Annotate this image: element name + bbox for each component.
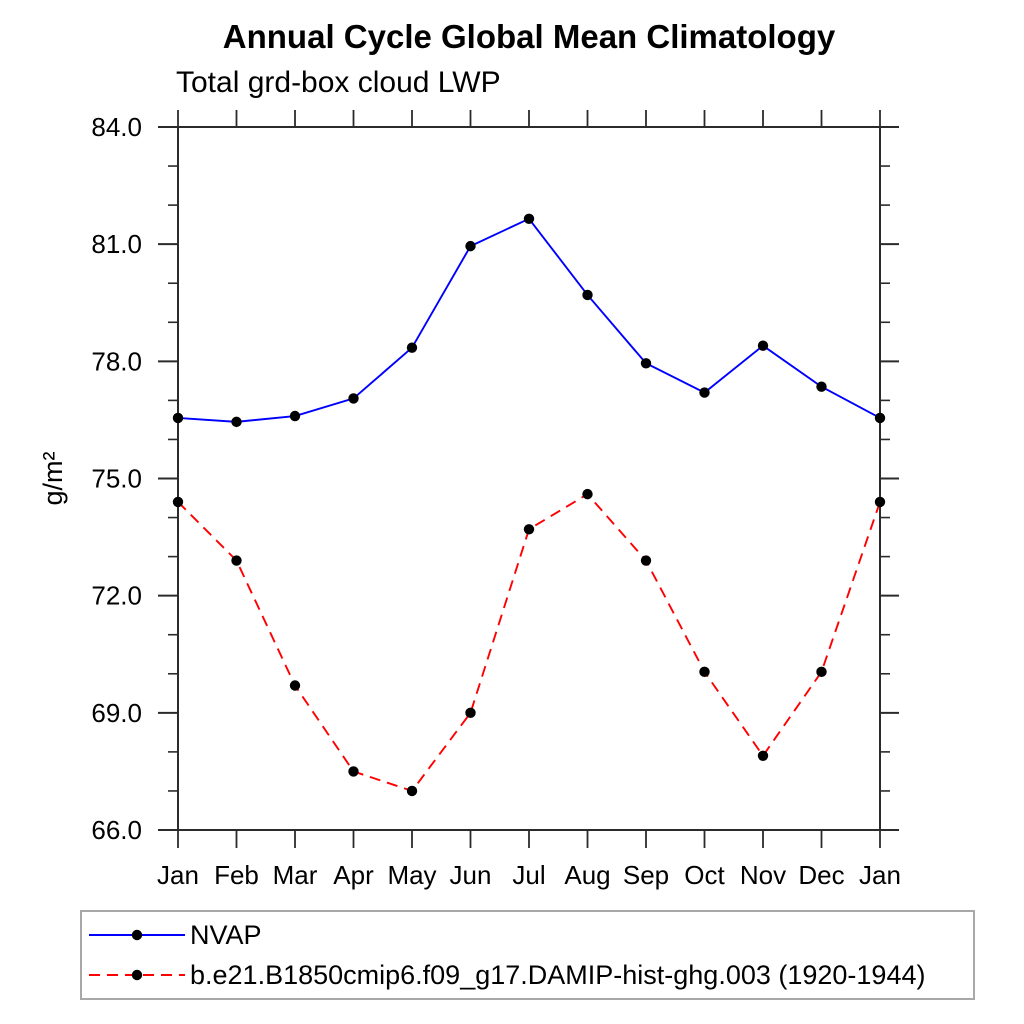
x-tick-label: Feb bbox=[214, 860, 259, 890]
x-tick-label: Jul bbox=[512, 860, 545, 890]
legend-label-model: b.e21.B1850cmip6.f09_g17.DAMIP-hist-ghg.… bbox=[190, 959, 926, 990]
series-line-solid bbox=[177, 217, 881, 423]
x-tick-label: Jan bbox=[859, 860, 901, 890]
legend-label-nvap: NVAP bbox=[190, 919, 262, 950]
data-point-marker bbox=[582, 488, 593, 500]
y-tick-label: 78.0 bbox=[91, 346, 142, 376]
legend-row-nvap: NVAP bbox=[82, 918, 973, 952]
y-tick-label: 69.0 bbox=[91, 698, 142, 728]
data-point-marker bbox=[348, 766, 359, 777]
data-point-marker bbox=[523, 524, 535, 535]
x-tick-label: Apr bbox=[333, 860, 374, 890]
data-point-marker bbox=[874, 496, 886, 508]
legend-line-model-icon bbox=[89, 969, 185, 981]
y-tick-label: 66.0 bbox=[91, 815, 142, 845]
chart-subtitle: Total grd-box cloud LWP bbox=[176, 66, 501, 99]
data-point-marker bbox=[757, 340, 769, 351]
x-tick-label: Mar bbox=[273, 860, 318, 890]
x-tick-label: Dec bbox=[798, 860, 844, 890]
data-point-marker bbox=[289, 410, 301, 422]
legend: NVAP b.e21.B1850cmip6.f09_g17.DAMIP-hist… bbox=[80, 910, 975, 1000]
x-tick-label: Aug bbox=[564, 860, 610, 890]
data-point-marker bbox=[172, 496, 184, 508]
data-point-marker bbox=[289, 680, 301, 691]
data-point-marker bbox=[816, 666, 827, 678]
y-tick-label: 72.0 bbox=[91, 581, 142, 611]
data-point-marker bbox=[640, 358, 652, 369]
data-point-marker bbox=[874, 412, 886, 424]
data-point-marker bbox=[757, 750, 769, 761]
y-axis-label: g/m² bbox=[38, 451, 68, 505]
plot-border bbox=[177, 126, 881, 831]
x-tick-label: Jan bbox=[157, 860, 199, 890]
data-point-marker bbox=[816, 381, 827, 392]
legend-line-nvap-icon bbox=[89, 929, 185, 941]
data-point-marker bbox=[172, 412, 184, 424]
x-tick-label: Sep bbox=[623, 860, 669, 890]
data-point-marker bbox=[699, 666, 710, 678]
data-point-marker bbox=[523, 213, 535, 224]
data-point-marker bbox=[640, 555, 652, 566]
y-tick-label: 75.0 bbox=[91, 464, 142, 494]
data-point-marker bbox=[348, 393, 359, 404]
data-point-marker bbox=[582, 289, 593, 301]
data-point-marker bbox=[406, 785, 418, 797]
chart-title: Annual Cycle Global Mean Climatology bbox=[222, 18, 836, 55]
x-tick-label: Oct bbox=[684, 860, 725, 890]
x-tick-label: Nov bbox=[740, 860, 786, 890]
data-point-marker bbox=[231, 416, 242, 428]
data-point-marker bbox=[231, 555, 242, 566]
x-tick-label: Jun bbox=[450, 860, 492, 890]
y-tick-label: 84.0 bbox=[91, 112, 142, 142]
data-point-marker bbox=[465, 707, 476, 719]
legend-row-model: b.e21.B1850cmip6.f09_g17.DAMIP-hist-ghg.… bbox=[82, 958, 973, 992]
data-point-marker bbox=[465, 240, 476, 252]
y-tick-label: 81.0 bbox=[91, 229, 142, 259]
x-tick-label: May bbox=[387, 860, 436, 890]
series-line-dashed bbox=[177, 492, 881, 793]
data-point-marker bbox=[406, 342, 418, 353]
data-point-marker bbox=[699, 387, 710, 398]
